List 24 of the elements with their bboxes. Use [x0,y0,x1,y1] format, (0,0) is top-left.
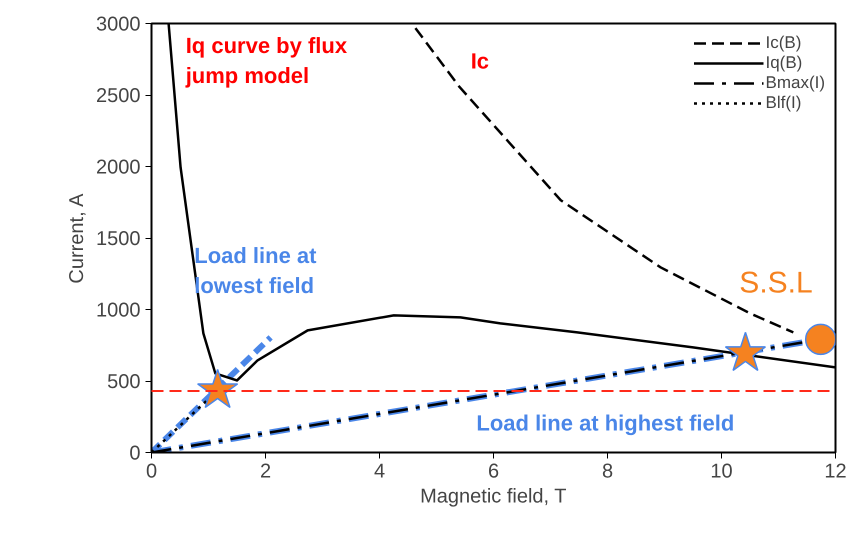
legend-label: Iq(B) [766,53,802,73]
x-tick-label: 10 [710,460,733,482]
y-axis-title: Current, A [66,192,88,284]
x-tick-label: 8 [602,460,614,482]
x-tick-label: 2 [260,460,272,482]
x-axis-title: Magnetic field, T [420,486,567,508]
annotation: Load line at highest field [476,410,734,436]
x-tick-label: 12 [824,460,847,482]
legend-label: Bmax(I) [766,73,825,93]
y-tick-label: 2500 [96,85,141,107]
y-tick-label: 1500 [96,228,141,250]
y-tick-label: 500 [107,371,141,393]
legend-label: Blf(I) [766,93,802,113]
y-tick-label: 2000 [96,156,141,178]
annotation: Iq curve by flux jump model [184,32,348,88]
x-tick-label: 0 [146,460,158,482]
legend-label: Ic(B) [766,33,802,53]
x-tick-label: 4 [374,460,386,482]
y-tick-label: 0 [129,442,140,464]
y-tick-label: 1000 [96,300,141,322]
annotation: S.S.L [739,266,813,300]
x-tick-label: 6 [488,460,500,482]
y-tick-label: 3000 [96,14,141,36]
annotation: Ic [470,48,490,74]
